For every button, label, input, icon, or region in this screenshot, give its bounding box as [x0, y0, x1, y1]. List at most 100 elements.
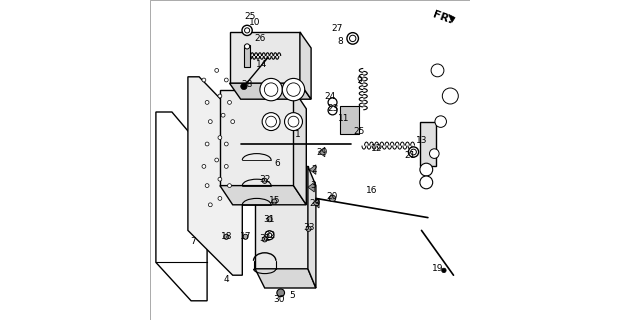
- Circle shape: [202, 78, 206, 82]
- Polygon shape: [310, 165, 316, 174]
- Circle shape: [202, 164, 206, 168]
- Circle shape: [288, 116, 299, 127]
- Text: 14: 14: [256, 60, 267, 68]
- Polygon shape: [308, 166, 316, 288]
- Text: 33: 33: [303, 223, 314, 232]
- Polygon shape: [420, 122, 436, 166]
- Polygon shape: [220, 90, 293, 186]
- Text: 17: 17: [240, 232, 251, 241]
- Circle shape: [205, 100, 209, 104]
- Text: 10: 10: [249, 18, 261, 27]
- Circle shape: [328, 98, 337, 107]
- Circle shape: [215, 158, 219, 162]
- Text: 22: 22: [264, 231, 275, 240]
- Text: 8: 8: [337, 37, 343, 46]
- Polygon shape: [300, 32, 311, 99]
- Text: 16: 16: [366, 186, 378, 195]
- Circle shape: [410, 149, 417, 155]
- Circle shape: [262, 237, 267, 242]
- Polygon shape: [318, 147, 325, 157]
- Polygon shape: [340, 106, 359, 134]
- Circle shape: [347, 33, 358, 44]
- Text: 30: 30: [274, 295, 285, 304]
- Circle shape: [209, 203, 212, 207]
- Circle shape: [224, 142, 228, 146]
- Text: FR.: FR.: [431, 9, 454, 26]
- Circle shape: [287, 83, 300, 96]
- Text: 32: 32: [259, 175, 271, 184]
- Circle shape: [218, 136, 222, 140]
- Circle shape: [205, 142, 209, 146]
- Circle shape: [260, 78, 282, 101]
- Circle shape: [420, 176, 433, 189]
- Text: 11: 11: [338, 114, 350, 123]
- Text: 20: 20: [327, 192, 338, 201]
- Circle shape: [243, 234, 248, 239]
- Circle shape: [262, 178, 267, 183]
- Polygon shape: [255, 269, 316, 288]
- Circle shape: [267, 217, 272, 222]
- Polygon shape: [188, 77, 242, 275]
- Text: 21: 21: [405, 151, 416, 160]
- Text: 25: 25: [245, 12, 256, 20]
- Text: 24: 24: [325, 92, 336, 100]
- Circle shape: [442, 268, 446, 273]
- Circle shape: [306, 226, 311, 231]
- Text: 4: 4: [223, 276, 229, 284]
- Circle shape: [224, 78, 228, 82]
- Text: 15: 15: [269, 196, 280, 204]
- Polygon shape: [255, 166, 308, 269]
- Circle shape: [272, 199, 277, 204]
- Text: 9: 9: [356, 76, 362, 84]
- Circle shape: [231, 120, 235, 124]
- Circle shape: [228, 100, 232, 104]
- Circle shape: [328, 106, 337, 115]
- Circle shape: [242, 25, 252, 36]
- Text: 6: 6: [275, 159, 280, 168]
- Text: 31: 31: [264, 215, 275, 224]
- Circle shape: [221, 113, 225, 117]
- Text: 18: 18: [220, 232, 232, 241]
- Circle shape: [218, 94, 222, 98]
- Circle shape: [266, 116, 277, 127]
- Text: 23: 23: [328, 104, 339, 113]
- Circle shape: [223, 234, 229, 239]
- Circle shape: [262, 113, 280, 131]
- Text: 13: 13: [416, 136, 427, 145]
- Polygon shape: [308, 182, 314, 192]
- Circle shape: [420, 163, 433, 176]
- Circle shape: [285, 113, 303, 131]
- Text: 32: 32: [259, 234, 271, 243]
- Polygon shape: [449, 14, 455, 22]
- Text: 29: 29: [310, 199, 321, 208]
- Circle shape: [264, 83, 278, 96]
- Circle shape: [205, 184, 209, 188]
- Polygon shape: [313, 198, 319, 208]
- Circle shape: [430, 149, 439, 158]
- Circle shape: [282, 78, 305, 101]
- Circle shape: [350, 35, 356, 42]
- Circle shape: [224, 164, 228, 168]
- Circle shape: [435, 116, 446, 127]
- Circle shape: [241, 83, 247, 90]
- Circle shape: [329, 195, 335, 202]
- Circle shape: [218, 177, 222, 181]
- Text: 27: 27: [331, 24, 342, 33]
- Circle shape: [267, 233, 272, 237]
- Text: 12: 12: [371, 144, 383, 153]
- Circle shape: [209, 120, 212, 124]
- Circle shape: [443, 88, 458, 104]
- Polygon shape: [220, 186, 306, 205]
- Circle shape: [228, 184, 232, 188]
- Circle shape: [218, 196, 222, 200]
- Text: 2: 2: [311, 165, 317, 174]
- Circle shape: [245, 44, 249, 49]
- Text: 5: 5: [289, 292, 295, 300]
- Circle shape: [245, 28, 249, 33]
- Text: 26: 26: [254, 34, 266, 43]
- Text: 3: 3: [314, 199, 319, 208]
- Circle shape: [277, 289, 285, 297]
- Text: 28: 28: [241, 80, 253, 89]
- Polygon shape: [293, 90, 306, 205]
- Circle shape: [409, 147, 418, 157]
